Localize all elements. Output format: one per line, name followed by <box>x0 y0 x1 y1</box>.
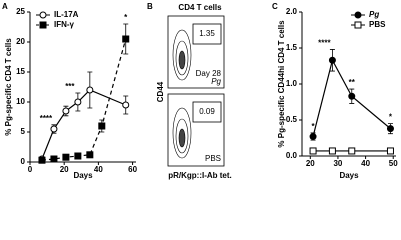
y-tick-label: 0 <box>21 157 26 166</box>
flow-plot: 0.09 PBS <box>167 93 225 167</box>
gate-value: 0.09 <box>199 107 215 116</box>
y-axis-label: % Pg-specific CD4 T cells <box>4 38 13 136</box>
marker <box>309 147 317 155</box>
plot-label: Day 28 <box>196 69 222 78</box>
significance: *** <box>65 82 75 91</box>
x-axis-label: pR/Kgp::I-Ab tet. <box>168 171 232 180</box>
plot-label: Pg <box>211 77 221 86</box>
y-tick-label: 5 <box>21 127 26 136</box>
marker <box>50 155 58 163</box>
legend-marker <box>39 11 47 19</box>
marker <box>386 125 394 133</box>
marker <box>50 125 58 133</box>
series-line <box>41 89 126 160</box>
significance: * <box>311 122 315 131</box>
x-tick-label: 60 <box>128 165 137 174</box>
panel-label: B <box>147 2 153 11</box>
marker <box>62 107 70 115</box>
y-tick-label: 15 <box>16 67 25 76</box>
marker <box>348 147 356 155</box>
contour <box>175 118 189 154</box>
marker <box>62 153 70 161</box>
plot-label: PBS <box>205 154 221 163</box>
gate <box>192 23 222 45</box>
figure: A B C CD4 T cells 1.35 Day 28 Pg 0.09 PB… <box>2 2 398 180</box>
marker <box>348 92 356 100</box>
x-tick-label: 50 <box>389 159 398 168</box>
marker <box>74 98 82 106</box>
significance: * <box>389 113 393 122</box>
contour <box>175 40 189 76</box>
legend-marker <box>354 21 362 29</box>
gate-value: 1.35 <box>199 29 215 38</box>
significance: ** <box>349 78 356 87</box>
marker <box>328 56 336 64</box>
legend-marker <box>354 11 362 19</box>
contour <box>178 128 186 148</box>
marker <box>38 156 46 164</box>
legend-label: Pg <box>369 10 379 19</box>
y-tick-label: 25 <box>16 7 25 16</box>
y-tick-label: 0.0 <box>286 151 298 160</box>
marker <box>74 152 82 160</box>
marker <box>98 122 106 130</box>
flow-plot: 1.35 Day 28 Pg <box>167 15 225 89</box>
significance: **** <box>318 39 331 48</box>
y-axis-label: % Pg-specific CD44hi CD4 T cells <box>277 20 286 148</box>
legend-label: IL-17A <box>54 10 79 19</box>
y-tick-label: 1.5 <box>286 43 298 52</box>
x-tick-label: 40 <box>361 159 370 168</box>
x-axis-label: Days <box>339 171 359 180</box>
y-tick-label: 0.5 <box>286 115 298 124</box>
contour <box>172 29 192 81</box>
x-tick-label: 20 <box>306 159 315 168</box>
significance: * <box>124 13 128 22</box>
series-line <box>312 58 391 137</box>
x-tick-label: 20 <box>60 165 69 174</box>
y-tick-label: 2.0 <box>286 7 298 16</box>
x-tick-label: 40 <box>94 165 103 174</box>
y-axis-label: CD44 <box>156 81 165 102</box>
marker <box>86 86 94 94</box>
flow-title: CD4 T cells <box>178 3 222 12</box>
legend-label: PBS <box>369 20 386 29</box>
marker <box>386 147 394 155</box>
x-tick-label: 0 <box>28 165 33 174</box>
y-tick-label: 20 <box>16 37 25 46</box>
x-tick-label: 30 <box>333 159 342 168</box>
marker <box>86 151 94 159</box>
legend-marker <box>39 21 47 29</box>
panel-label: A <box>2 2 8 11</box>
gate <box>192 101 222 123</box>
significance: **** <box>40 114 53 123</box>
marker <box>328 147 336 155</box>
panel-label: C <box>272 2 278 11</box>
marker <box>309 133 317 141</box>
marker <box>122 101 130 109</box>
marker <box>122 35 130 43</box>
contour <box>172 107 192 159</box>
y-tick-label: 1.0 <box>286 79 298 88</box>
legend-label: IFN-γ <box>54 20 75 29</box>
contour <box>178 50 186 70</box>
x-axis-label: Days <box>73 171 93 180</box>
y-tick-label: 10 <box>16 97 25 106</box>
